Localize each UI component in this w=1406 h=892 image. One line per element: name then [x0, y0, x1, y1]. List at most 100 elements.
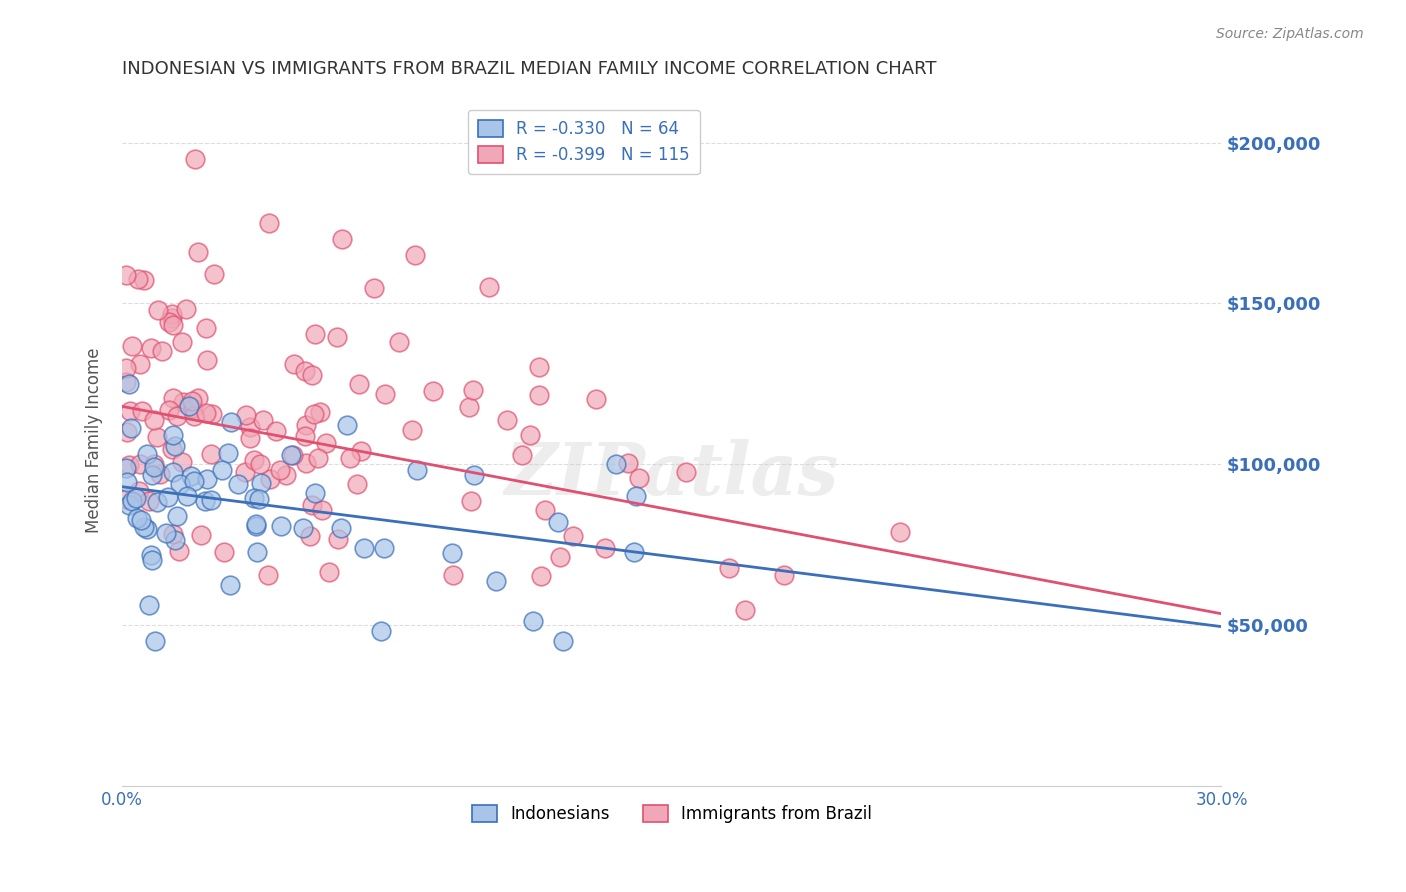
Point: [120, 421, 142, 435]
Point: [143, 413, 166, 427]
Point: [274, 468, 297, 483]
Point: [326, 532, 349, 546]
Point: [281, 449, 304, 463]
Point: [280, 448, 302, 462]
Y-axis label: Median Family Income: Median Family Income: [86, 347, 103, 533]
Point: [141, 553, 163, 567]
Point: [146, 430, 169, 444]
Point: [245, 516, 267, 531]
Text: Source: ZipAtlas.com: Source: ZipAtlas.com: [1216, 27, 1364, 41]
Point: [143, 634, 166, 648]
Point: [339, 451, 361, 466]
Point: [235, 408, 257, 422]
Point: [160, 442, 183, 456]
Point: [132, 520, 155, 534]
Point: [176, 490, 198, 504]
Point: [169, 477, 191, 491]
Point: [623, 544, 645, 558]
Point: [118, 376, 141, 391]
Point: [675, 465, 697, 479]
Point: [304, 485, 326, 500]
Point: [257, 568, 280, 582]
Point: [270, 519, 292, 533]
Point: [135, 522, 157, 536]
Point: [617, 456, 640, 470]
Point: [143, 457, 166, 471]
Point: [294, 429, 316, 443]
Point: [127, 272, 149, 286]
Point: [329, 521, 352, 535]
Point: [336, 417, 359, 432]
Point: [530, 569, 553, 583]
Point: [162, 428, 184, 442]
Point: [183, 474, 205, 488]
Point: [307, 450, 329, 465]
Point: [363, 281, 385, 295]
Point: [187, 244, 209, 259]
Point: [180, 468, 202, 483]
Point: [553, 634, 575, 648]
Point: [605, 457, 627, 471]
Point: [346, 476, 368, 491]
Point: [118, 403, 141, 417]
Point: [160, 307, 183, 321]
Point: [124, 491, 146, 505]
Point: [485, 574, 508, 588]
Point: [146, 495, 169, 509]
Point: [139, 341, 162, 355]
Point: [155, 525, 177, 540]
Point: [166, 509, 188, 524]
Point: [441, 567, 464, 582]
Point: [242, 491, 264, 506]
Point: [510, 448, 533, 462]
Point: [183, 409, 205, 423]
Point: [143, 460, 166, 475]
Point: [373, 541, 395, 555]
Point: [269, 463, 291, 477]
Point: [734, 603, 756, 617]
Point: [200, 447, 222, 461]
Point: [138, 599, 160, 613]
Point: [405, 463, 427, 477]
Point: [180, 394, 202, 409]
Point: [326, 329, 349, 343]
Point: [533, 502, 555, 516]
Point: [249, 457, 271, 471]
Point: [121, 339, 143, 353]
Point: [889, 524, 911, 539]
Point: [315, 436, 337, 450]
Point: [226, 477, 249, 491]
Point: [773, 567, 796, 582]
Point: [128, 484, 150, 499]
Point: [129, 513, 152, 527]
Point: [190, 528, 212, 542]
Point: [548, 549, 571, 564]
Point: [129, 357, 152, 371]
Point: [295, 417, 318, 432]
Point: [211, 463, 233, 477]
Point: [160, 311, 183, 326]
Point: [114, 268, 136, 282]
Point: [593, 541, 616, 555]
Point: [218, 578, 240, 592]
Point: [118, 498, 141, 512]
Point: [585, 392, 607, 407]
Point: [370, 624, 392, 638]
Point: [114, 461, 136, 475]
Point: [138, 494, 160, 508]
Point: [141, 548, 163, 562]
Point: [162, 527, 184, 541]
Point: [131, 404, 153, 418]
Point: [233, 465, 256, 479]
Point: [115, 425, 138, 440]
Point: [283, 357, 305, 371]
Point: [527, 360, 550, 375]
Point: [181, 401, 204, 415]
Legend: Indonesians, Immigrants from Brazil: Indonesians, Immigrants from Brazil: [461, 795, 882, 833]
Point: [195, 471, 218, 485]
Point: [299, 529, 322, 543]
Point: [301, 499, 323, 513]
Point: [245, 519, 267, 533]
Point: [247, 491, 270, 506]
Point: [194, 494, 217, 508]
